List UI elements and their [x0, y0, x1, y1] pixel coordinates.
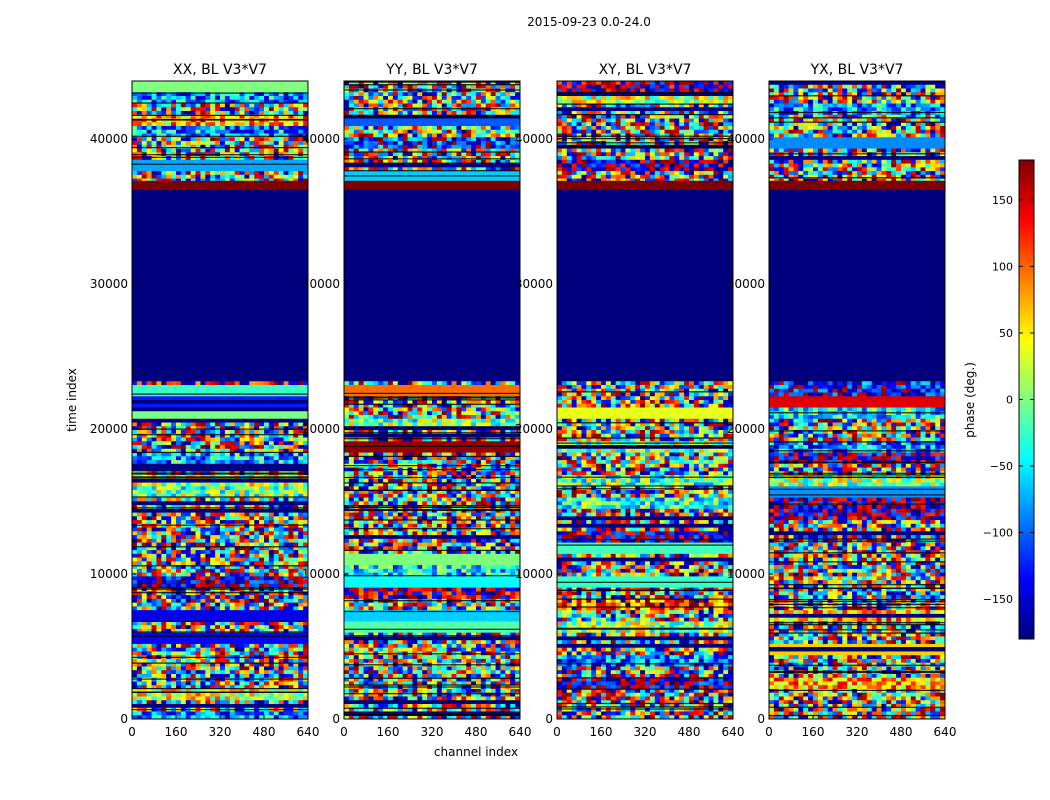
- colorbar-tick-label: −150: [983, 593, 1013, 606]
- x-tick-label: 0: [128, 725, 136, 739]
- y-tick-label: 20000: [90, 422, 128, 436]
- x-tick-label: 640: [509, 725, 532, 739]
- x-tick-label: 640: [722, 725, 745, 739]
- panel-title: YY, BL V3*V7: [385, 62, 478, 78]
- y-tick-label: 10000: [90, 567, 128, 581]
- y-tick-label: 40000: [90, 132, 128, 146]
- panel-title: YX, BL V3*V7: [810, 62, 904, 78]
- colorbar-tick-label: 50: [999, 327, 1013, 340]
- panel-title: XY, BL V3*V7: [599, 62, 692, 78]
- y-tick-label: 30000: [90, 277, 128, 291]
- heatmap-panels: XX, BL V3*V7 0 160 320 480 640 0 10000 20000 3000…: [90, 62, 957, 739]
- x-tick-label: 320: [421, 725, 444, 739]
- y-tick-label: 0: [120, 712, 128, 726]
- x-tick-label: 480: [890, 725, 913, 739]
- flagged-region: [769, 189, 945, 379]
- y-tick-label: 40000: [302, 132, 340, 146]
- y-tick-label: 20000: [515, 422, 553, 436]
- heatmap-cells: [769, 81, 945, 719]
- y-tick-label: 0: [545, 712, 553, 726]
- y-tick-label: 30000: [515, 277, 553, 291]
- x-tick-label: 0: [553, 725, 561, 739]
- x-tick-label: 160: [590, 725, 613, 739]
- flagged-region: [557, 189, 733, 379]
- heatmap-panel-2: YY, BL V3*V7 0 160 320 480 640 0 10000 20000 3000…: [302, 62, 532, 739]
- y-tick-label: 40000: [727, 132, 765, 146]
- panel-title: XX, BL V3*V7: [173, 62, 267, 78]
- heatmap-cells: [344, 81, 520, 719]
- colorbar: 150 100 50 0 −50 −100 −150 phase (deg.): [963, 159, 1035, 640]
- heatmap-panel-1: XX, BL V3*V7 0 160 320 480 640 0 10000 20000 3000…: [90, 62, 320, 739]
- x-tick-label: 0: [765, 725, 773, 739]
- colorbar-tick-label: 0: [1006, 394, 1013, 407]
- y-tick-label: 0: [757, 712, 765, 726]
- colorbar-tick-label: 150: [992, 194, 1013, 207]
- y-tick-label: 40000: [515, 132, 553, 146]
- figure-suptitle: 2015-09-23 0.0-24.0: [527, 15, 651, 29]
- x-tick-label: 160: [802, 725, 825, 739]
- colorbar-tick-label: −50: [990, 460, 1013, 473]
- x-tick-label: 480: [253, 725, 276, 739]
- y-tick-label: 10000: [727, 567, 765, 581]
- colorbar-label: phase (deg.): [963, 362, 977, 438]
- x-tick-label: 160: [165, 725, 188, 739]
- y-tick-label: 10000: [515, 567, 553, 581]
- x-tick-label: 640: [934, 725, 957, 739]
- heatmap-panel-4: YX, BL V3*V7 0 160 320 480 640 0 10000 20000 3000…: [727, 62, 957, 739]
- colorbar-tick-label: −100: [983, 527, 1013, 540]
- y-tick-label: 30000: [727, 277, 765, 291]
- y-tick-label: 10000: [302, 567, 340, 581]
- heatmap-panel-3: XY, BL V3*V7 0 160 320 480 640 0 10000 20000 3000…: [515, 62, 745, 739]
- x-tick-label: 640: [297, 725, 320, 739]
- x-tick-label: 320: [209, 725, 232, 739]
- x-tick-label: 320: [634, 725, 657, 739]
- y-tick-label: 30000: [302, 277, 340, 291]
- figure-ylabel: time index: [65, 368, 79, 432]
- colorbar-tick-label: 100: [992, 260, 1013, 273]
- x-tick-label: 0: [340, 725, 348, 739]
- heatmap-cells: [557, 81, 733, 719]
- x-tick-label: 320: [846, 725, 869, 739]
- flagged-region: [344, 189, 520, 379]
- x-tick-label: 480: [678, 725, 701, 739]
- y-tick-label: 20000: [302, 422, 340, 436]
- heatmap-cells: [132, 81, 308, 719]
- x-tick-label: 160: [377, 725, 400, 739]
- y-tick-label: 20000: [727, 422, 765, 436]
- flagged-region: [132, 189, 308, 379]
- y-tick-label: 0: [332, 712, 340, 726]
- x-tick-label: 480: [465, 725, 488, 739]
- figure-xlabel: channel index: [434, 745, 518, 759]
